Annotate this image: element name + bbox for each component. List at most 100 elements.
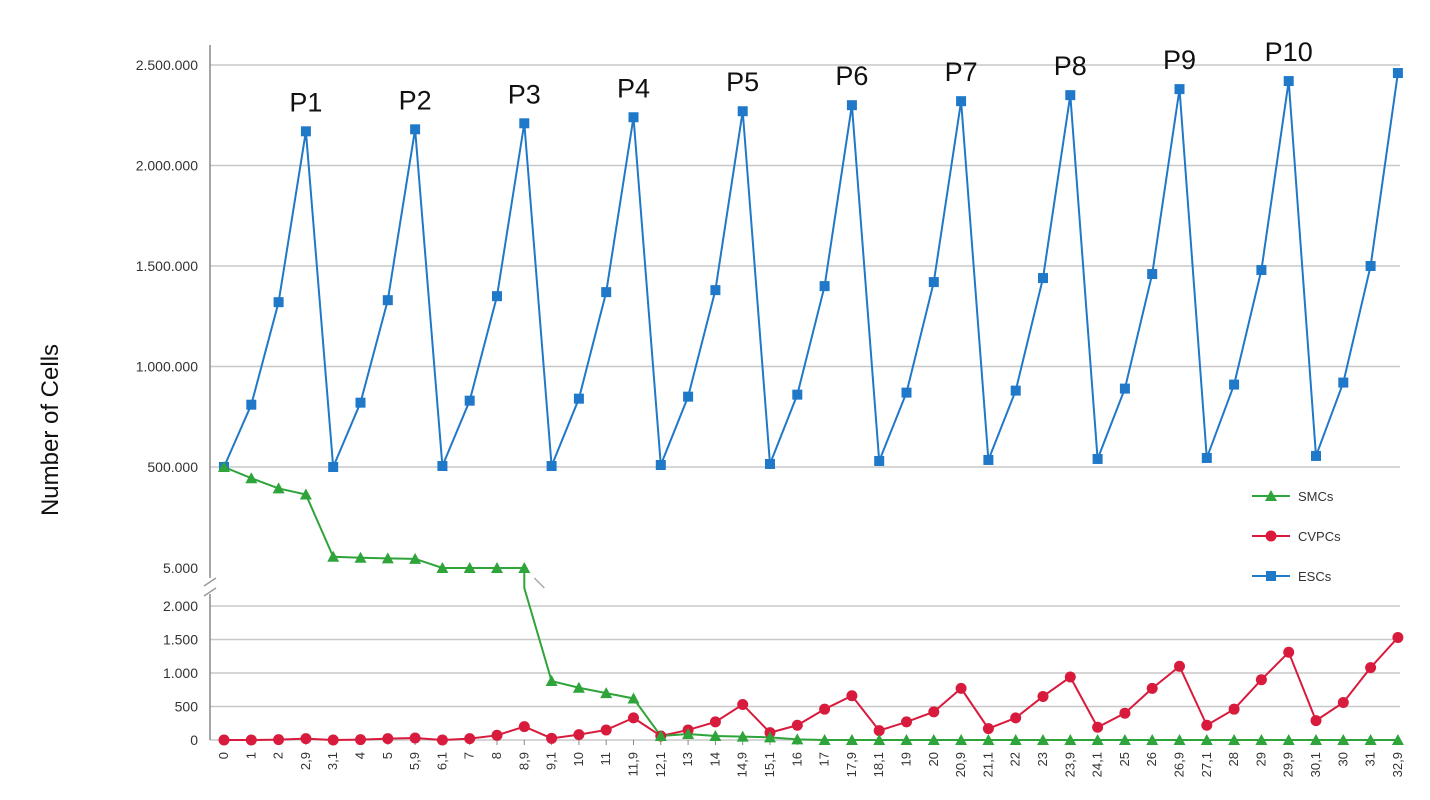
series-line-smcs	[223, 466, 1398, 741]
passage-label: P6	[835, 61, 868, 91]
data-point-cvpcs	[409, 732, 421, 744]
data-point-cvpcs	[600, 724, 612, 736]
y-axis-label: Number of Cells	[37, 344, 64, 516]
data-point-escs	[956, 96, 967, 107]
y-tick-label-upper: 500.000	[147, 459, 198, 475]
data-point-smcs	[463, 562, 476, 573]
data-point-cvpcs	[819, 703, 831, 715]
data-point-smcs	[736, 730, 749, 742]
data-point-cvpcs	[1146, 682, 1158, 694]
x-tick-label: 23	[1035, 752, 1050, 766]
data-point-cvpcs	[628, 712, 639, 724]
passage-label: P7	[945, 57, 978, 87]
y-tick-label-lower: 1.500	[163, 632, 198, 648]
x-tick-label: 29,9	[1281, 752, 1296, 777]
data-point-escs	[1392, 68, 1403, 79]
data-point-cvpcs	[218, 734, 230, 746]
data-point-cvpcs	[573, 729, 585, 741]
x-tick-label: 27,1	[1199, 752, 1214, 777]
x-tick-label: 22	[1008, 752, 1023, 766]
x-tick-label: 31	[1363, 752, 1378, 766]
passage-label: P3	[508, 79, 541, 109]
x-tick-label: 9,1	[544, 752, 559, 770]
data-point-escs	[1010, 385, 1021, 396]
data-point-escs	[1311, 450, 1321, 461]
x-tick-label: 2,9	[298, 752, 313, 770]
data-point-cvpcs	[273, 734, 285, 746]
x-tick-label: 2	[271, 752, 286, 759]
y-tick-label-upper: 1.000.000	[136, 359, 198, 375]
x-tick-label: 24,1	[1090, 752, 1105, 777]
x-tick-label: 13	[680, 752, 695, 766]
data-point-escs	[846, 100, 857, 111]
data-point-escs	[1283, 76, 1294, 87]
x-tick-label: 14,9	[735, 752, 750, 777]
series-markers	[218, 68, 1404, 746]
data-point-smcs	[354, 551, 367, 563]
series-line-cvpcs	[224, 636, 1399, 742]
data-point-escs	[328, 462, 339, 472]
data-point-cvpcs	[1337, 696, 1349, 708]
data-point-smcs	[1282, 734, 1295, 745]
data-point-cvpcs	[546, 732, 558, 744]
x-tick-label: 5,9	[407, 752, 422, 770]
data-point-smcs	[245, 472, 258, 484]
data-point-cvpcs	[1174, 660, 1185, 672]
data-point-escs	[1092, 453, 1103, 464]
data-point-smcs	[518, 562, 531, 573]
x-tick-label: 10	[571, 752, 586, 766]
data-point-cvpcs	[873, 725, 885, 737]
x-tick-label: 21,1	[980, 752, 995, 777]
x-tick-label: 0	[216, 752, 231, 759]
data-point-escs	[519, 118, 530, 129]
data-point-escs	[683, 391, 694, 402]
data-point-cvpcs	[245, 734, 257, 746]
data-point-smcs	[381, 552, 394, 564]
x-tick-label: 30	[1335, 752, 1350, 766]
x-tick-label: 12,1	[653, 752, 668, 777]
data-point-smcs	[709, 729, 722, 741]
data-point-smcs	[654, 729, 667, 741]
data-point-cvpcs	[1119, 707, 1131, 719]
y-tick-labels: 5.000 500.000 1.000.000 1.500.000 2.000.000 2…	[136, 57, 199, 748]
data-point-smcs	[491, 562, 503, 573]
data-point-cvpcs	[737, 698, 749, 710]
data-point-smcs	[327, 550, 340, 562]
data-point-cvpcs	[982, 723, 994, 735]
legend-label-cvpcs: CVPCs	[1298, 529, 1341, 544]
data-point-escs	[765, 458, 775, 469]
data-point-smcs	[1337, 734, 1350, 745]
passage-label: P1	[289, 87, 322, 117]
data-point-escs	[464, 395, 475, 406]
data-point-escs	[1229, 379, 1240, 390]
data-point-smcs	[1200, 734, 1213, 745]
data-point-escs	[382, 295, 393, 306]
data-point-smcs	[764, 731, 776, 743]
y-tick-label-upper: 2.000.000	[136, 158, 198, 174]
data-point-escs	[928, 277, 939, 288]
data-point-smcs	[818, 734, 831, 745]
x-tick-labels: 0 1 2 2,9 3,1 4 5 5,9 6,1 7 8 8,9 9,1 10 11 11,9 12,1 13 1…	[216, 752, 1405, 777]
data-point-escs	[1201, 452, 1212, 463]
passage-label: P2	[399, 85, 432, 115]
data-point-cvpcs	[464, 733, 476, 745]
data-point-smcs	[873, 734, 886, 745]
x-tick-label: 7	[462, 752, 477, 759]
data-point-escs	[710, 285, 721, 296]
data-point-smcs	[1255, 734, 1268, 745]
data-point-cvpcs	[436, 734, 448, 746]
data-point-smcs	[1037, 734, 1049, 745]
data-point-escs	[737, 106, 748, 117]
data-point-smcs	[1310, 734, 1322, 745]
x-tick-label: 11,9	[626, 752, 641, 776]
data-point-cvpcs	[491, 729, 503, 741]
data-point-escs	[1119, 383, 1130, 394]
passage-label: P10	[1265, 37, 1313, 67]
y-tick-label-upper: 2.500.000	[136, 57, 198, 73]
passage-label: P8	[1054, 51, 1087, 81]
legend: SMCs CVPCs ESCs	[1252, 489, 1341, 584]
x-tick-label: 29	[1253, 752, 1268, 766]
data-point-cvpcs	[1255, 674, 1267, 686]
data-point-smcs	[791, 733, 804, 745]
data-point-escs	[1365, 261, 1376, 271]
